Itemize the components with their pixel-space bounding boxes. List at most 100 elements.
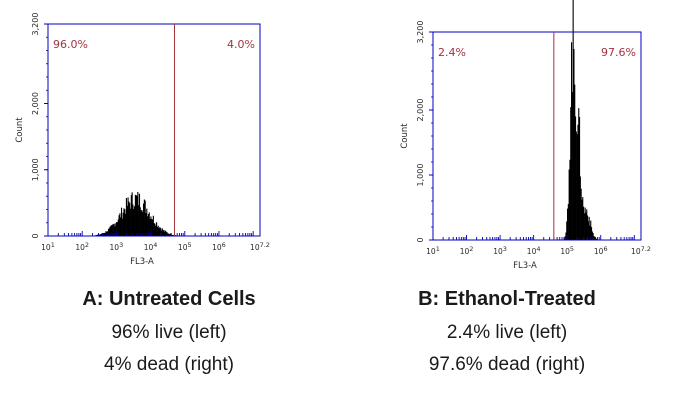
histogram-bar xyxy=(108,227,110,236)
y-tick-label: 3,200 xyxy=(416,21,425,44)
plot-frame xyxy=(432,31,642,241)
histogram-bar xyxy=(567,208,569,240)
histogram-bar xyxy=(120,207,123,236)
histogram-bar xyxy=(147,214,149,236)
histogram-bar xyxy=(578,108,580,240)
histogram-bar xyxy=(160,230,163,236)
histogram-bar xyxy=(106,232,108,236)
histogram-bar xyxy=(141,210,143,236)
histogram-bar xyxy=(129,202,131,236)
histogram-bar xyxy=(103,233,105,236)
histogram-bar xyxy=(122,212,124,236)
histogram-bar xyxy=(171,234,173,236)
caption-live: 96% live (left) xyxy=(111,322,227,343)
x-tick-label: 103 xyxy=(110,241,124,252)
panel-untreated: 0 1,000 2,000 3,200 Count 101 102 103 104 105 106 1… xyxy=(0,0,338,400)
histogram-bar xyxy=(121,218,123,236)
histogram-bar xyxy=(118,215,120,236)
histogram-bar xyxy=(126,205,128,236)
histogram-bar xyxy=(169,234,171,236)
y-tick-label: 0 xyxy=(31,233,40,238)
histogram-bar xyxy=(97,234,99,236)
y-tick-label: 1,000 xyxy=(416,164,425,187)
gate-label-left: 2.4% xyxy=(438,46,466,59)
histogram-bar xyxy=(169,233,172,236)
histogram-bar xyxy=(163,229,165,236)
histogram-bar xyxy=(165,230,167,236)
histogram-bar xyxy=(134,194,136,236)
histogram-bar xyxy=(137,192,139,236)
histogram-bar xyxy=(129,208,132,236)
y-tick-label: 2,000 xyxy=(416,99,425,122)
histogram-bar xyxy=(568,169,570,240)
histogram-bar xyxy=(154,223,156,236)
histogram-bar xyxy=(576,134,578,240)
histogram-bar xyxy=(153,223,155,236)
histogram-bar xyxy=(594,236,596,240)
histogram-bar xyxy=(167,233,169,236)
histogram-bar xyxy=(148,212,150,236)
x-tick-label: 104 xyxy=(527,245,541,256)
histogram-bar xyxy=(120,217,122,236)
caption-dead: 97.6% dead (right) xyxy=(428,354,586,375)
histogram-bar xyxy=(96,234,98,236)
histogram-bar xyxy=(150,216,152,236)
caption-title: B: Ethanol-Treated xyxy=(418,288,596,310)
histogram-bar xyxy=(591,231,593,240)
histogram-bar xyxy=(583,206,585,240)
histogram-bar xyxy=(151,219,153,236)
histogram-bar xyxy=(595,238,597,240)
histogram-bar xyxy=(565,232,567,240)
histogram-bar xyxy=(579,116,581,240)
histogram-bar xyxy=(580,188,582,240)
panel-ethanol-treated: 0 1,000 2,000 3,200 Count 101 102 103 104 105 106 1… xyxy=(338,0,676,400)
histogram-bars xyxy=(89,192,181,236)
histogram-bar xyxy=(572,0,574,241)
histogram-ethanol-treated: 0 1,000 2,000 3,200 Count 101 102 103 104 105 106 1… xyxy=(400,0,651,271)
histogram-bar xyxy=(114,226,116,236)
histogram-bar xyxy=(125,197,127,236)
histogram-bar xyxy=(111,225,113,236)
caption-live: 2.4% live (left) xyxy=(446,322,568,343)
histogram-bar xyxy=(142,211,144,236)
histogram-bar xyxy=(575,131,577,240)
y-tick-label: 0 xyxy=(416,237,425,242)
x-tick-label: 102 xyxy=(75,241,89,252)
histogram-bar xyxy=(157,225,159,236)
histogram-bar xyxy=(168,233,170,236)
x-tick-label: 106 xyxy=(212,241,226,252)
histogram-bar xyxy=(99,234,101,236)
x-tick-label: 101 xyxy=(426,245,440,256)
histogram-bar xyxy=(132,204,134,236)
histogram-bar xyxy=(144,200,146,236)
histogram-bar xyxy=(156,222,158,236)
histogram-bar xyxy=(143,199,145,236)
gate-label-left: 96.0% xyxy=(53,38,88,51)
histogram-bar xyxy=(117,219,119,236)
histogram-bar xyxy=(127,197,129,236)
plot-frame xyxy=(47,23,261,237)
histogram-bar xyxy=(135,195,137,236)
caption-dead: 4% dead (right) xyxy=(104,354,234,375)
y-axis-label: Count xyxy=(400,123,410,149)
histogram-bar xyxy=(571,92,573,240)
histogram-bar xyxy=(592,233,594,240)
histogram-bar xyxy=(109,226,111,236)
histogram-bar xyxy=(593,236,595,240)
x-tick-label: 102 xyxy=(460,245,474,256)
histogram-bar xyxy=(164,231,166,236)
histogram-bar xyxy=(155,225,157,236)
histogram-bar xyxy=(152,215,154,236)
x-axis-label: FL3-A xyxy=(130,257,154,267)
histogram-bar xyxy=(130,195,132,236)
histogram-bar xyxy=(571,42,573,240)
histogram-bar xyxy=(587,215,589,240)
x-tick-label: 107.2 xyxy=(631,245,651,256)
x-tick-label: 101 xyxy=(41,241,55,252)
histogram-bar xyxy=(158,228,160,236)
x-tick-label: 105 xyxy=(560,245,574,256)
histogram-bar xyxy=(115,223,117,236)
y-tick-label: 3,200 xyxy=(31,13,40,36)
histogram-bar xyxy=(156,226,158,236)
histogram-bar xyxy=(128,201,130,236)
